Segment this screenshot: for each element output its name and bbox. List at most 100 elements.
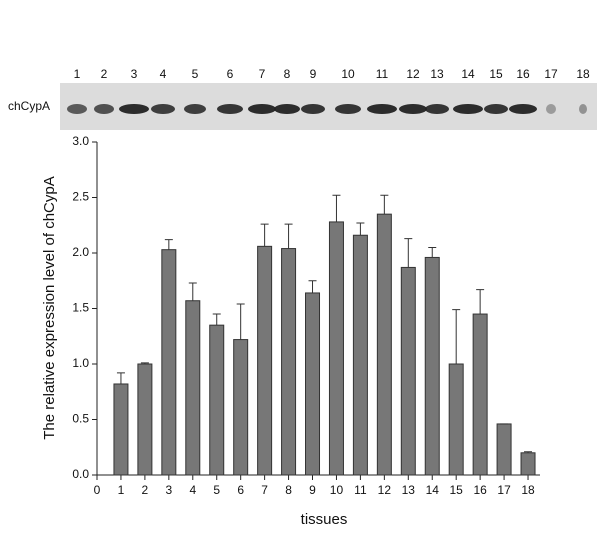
lane-label: 12	[406, 67, 420, 81]
bar	[281, 248, 297, 476]
x-tick-label: 13	[402, 483, 416, 497]
x-tick-label: 10	[330, 483, 344, 497]
x-tick-label: 9	[309, 483, 316, 497]
error-bar	[380, 194, 389, 215]
blot-band	[301, 104, 325, 114]
blot-band	[509, 104, 537, 114]
lane-label: 13	[430, 67, 444, 81]
bar	[520, 452, 536, 476]
bar	[113, 383, 129, 476]
x-tick-label: 18	[521, 483, 535, 497]
error-bar	[212, 313, 221, 326]
blot-label: chCypA	[8, 99, 50, 113]
y-tick-label: 1.5	[72, 301, 89, 315]
x-tick-label: 2	[142, 483, 149, 497]
error-bar	[116, 372, 125, 384]
lane-label: 5	[192, 67, 199, 81]
x-tick-label: 15	[450, 483, 464, 497]
blot-band	[119, 104, 149, 114]
x-tick-label: 4	[189, 483, 196, 497]
blot-band	[399, 104, 427, 114]
bar	[448, 363, 464, 476]
bar	[233, 339, 249, 476]
bar	[185, 300, 201, 476]
x-tick-label: 12	[378, 483, 392, 497]
x-tick-label: 5	[213, 483, 220, 497]
x-tick-label: 0	[94, 483, 101, 497]
lane-label: 10	[341, 67, 355, 81]
error-bar	[284, 223, 293, 249]
blot-panel	[60, 83, 597, 130]
x-tick-label: 6	[237, 483, 244, 497]
bar	[305, 292, 321, 476]
blot-band	[94, 104, 114, 114]
blot-band	[453, 104, 483, 114]
blot-band	[335, 104, 361, 114]
blot-band	[484, 104, 508, 114]
blot-band	[151, 104, 175, 114]
error-bar	[188, 282, 197, 301]
error-bar	[260, 223, 269, 247]
bar	[424, 256, 440, 476]
y-axis-label: The relative expression level of chCypA	[41, 176, 58, 439]
blot-band	[546, 104, 556, 114]
x-tick-label: 17	[497, 483, 511, 497]
error-bar	[524, 451, 533, 453]
lane-label: 16	[516, 67, 530, 81]
bar	[496, 423, 512, 476]
lane-label: 1	[74, 67, 81, 81]
x-tick-label: 11	[354, 483, 367, 497]
x-tick-label: 14	[426, 483, 440, 497]
bar	[328, 221, 344, 476]
blot-band	[67, 104, 87, 114]
bar	[352, 234, 368, 476]
x-tick-label: 7	[261, 483, 268, 497]
bar	[161, 249, 177, 476]
blot-band	[274, 104, 300, 114]
lane-label: 14	[461, 67, 475, 81]
x-axis-label: tissues	[301, 511, 348, 528]
error-bar	[404, 238, 413, 268]
lane-label: 6	[227, 67, 234, 81]
blot-band	[579, 104, 587, 114]
error-bar	[428, 246, 437, 258]
x-tick-label: 3	[165, 483, 172, 497]
y-tick-label: 3.0	[72, 134, 89, 148]
lane-label: 8	[284, 67, 291, 81]
y-tick-label: 2.0	[72, 245, 89, 259]
x-tick-label: 8	[285, 483, 292, 497]
bar	[137, 363, 153, 476]
lane-label: 11	[376, 67, 389, 81]
blot-band	[217, 104, 243, 114]
bar	[472, 313, 488, 476]
blot-band	[248, 104, 276, 114]
lane-label: 17	[544, 67, 558, 81]
error-bar	[140, 362, 149, 364]
bar	[257, 245, 273, 476]
lane-label: 4	[160, 67, 167, 81]
lane-label: 2	[101, 67, 108, 81]
bar	[209, 324, 225, 476]
lane-label: 18	[576, 67, 590, 81]
y-tick-label: 2.5	[72, 190, 89, 204]
y-tick-label: 0.5	[72, 412, 89, 426]
lane-label: 9	[310, 67, 317, 81]
error-bar	[452, 309, 461, 364]
blot-band	[367, 104, 397, 114]
y-tick-label: 1.0	[72, 356, 89, 370]
blot-band	[184, 104, 206, 114]
blot-band	[425, 104, 449, 114]
error-bar	[356, 222, 365, 236]
error-bar	[476, 289, 485, 315]
error-bar	[236, 303, 245, 340]
lane-label: 15	[489, 67, 503, 81]
x-tick-label: 16	[473, 483, 487, 497]
y-tick-label: 0.0	[72, 467, 89, 481]
lane-label: 3	[131, 67, 138, 81]
error-bar	[164, 239, 173, 250]
bar	[376, 213, 392, 476]
bar	[400, 266, 416, 476]
error-bar	[308, 280, 317, 293]
x-tick-label: 1	[118, 483, 125, 497]
